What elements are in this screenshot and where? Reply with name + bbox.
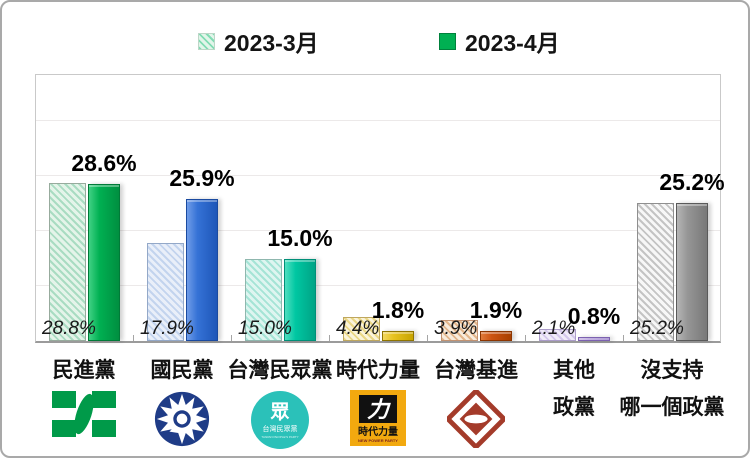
svg-text:TAIWAN PEOPLE'S PARTY: TAIWAN PEOPLE'S PARTY [261,435,298,439]
march-value-label: 15.0% [238,318,292,339]
gridline-20pct [36,230,720,231]
category-label-line: 沒支持 [640,359,704,382]
category-label-line: 民進黨 [52,359,116,382]
march-value-label: 4.4% [336,318,380,339]
march-bar [49,183,86,341]
bar-group-3: 15.0% 15.0% [232,75,333,341]
bar-group-6: 2.1% 0.8% [526,75,624,341]
category-label-line: 其他 [553,359,595,382]
x-axis-tick [329,335,330,341]
april-value-label: 28.6% [71,150,137,176]
category-label-6: 其他 政黨 [553,352,595,426]
legend-swatch-march-hatched [198,32,215,50]
legend-item-march: 2023-3月 [198,24,319,58]
bar-group-1: 28.8% 28.6% [36,75,137,341]
category-label-2: 國民黨 [151,352,214,389]
april-value-label: 1.8% [371,297,425,323]
march-bar [539,329,576,341]
april-value-label: 0.8% [567,303,621,329]
march-bar [637,203,674,341]
kmt-logo [153,390,211,448]
gridline-10pct [36,285,720,286]
march-value-label: 2.1% [532,318,576,339]
category-label-line: 哪一個政黨 [619,396,725,419]
category-label-1: 民進黨 [53,352,116,389]
bar-group-2: 17.9% 25.9% [134,75,235,341]
svg-text:台灣民眾黨: 台灣民眾黨 [263,424,298,433]
gridline-40pct [36,120,720,121]
svg-text:眾: 眾 [269,401,289,423]
category-label-line: 台灣民眾黨 [227,359,333,382]
plot-area: 28.8% 28.6% 17.9% 25.9% 15.0% 15.0% 4.4% 1.8% 3.… [35,74,725,343]
category-label-line: 政黨 [553,396,595,419]
tsp-logo [444,387,508,451]
bar-group-5: 3.9% 1.9% [428,75,526,341]
svg-text:力: 力 [367,397,391,422]
category-label-line: 台灣基進 [434,359,518,382]
dpp-logo [52,390,116,438]
x-axis-tick [427,335,428,341]
march-value-label: 17.9% [140,318,194,339]
category-label-4: 時代力量 [336,352,420,389]
april-bar [186,199,218,341]
march-bar [343,317,380,341]
march-value-label: 25.2% [630,318,684,339]
legend-item-april: 2023-4月 [439,24,560,58]
march-bar [441,320,478,341]
legend-label-march: 2023-3月 [224,30,319,56]
svg-text:時代力量: 時代力量 [358,425,398,438]
legend-label-april: 2023-4月 [465,30,560,56]
april-value-label: 15.0% [267,225,333,251]
march-bar [245,259,282,341]
april-bar [578,337,610,341]
april-value-label: 1.9% [469,297,523,323]
legend-swatch-april-solid [439,32,456,50]
april-bar [480,331,512,341]
march-bar [147,243,184,341]
category-label-line: 時代力量 [336,359,420,382]
tpp-logo: 眾 台灣民眾黨 TAIWAN PEOPLE'S PARTY [250,390,310,450]
april-bar [382,331,414,341]
april-value-label: 25.9% [169,165,235,191]
april-value-label: 25.2% [659,169,725,195]
march-value-label: 28.8% [42,318,96,339]
category-label-5: 台灣基進 [434,352,518,389]
svg-text:NEW POWER PARTY: NEW POWER PARTY [358,438,398,443]
x-axis-tick [623,335,624,341]
x-axis-tick [133,335,134,341]
category-label-7: 沒支持 哪一個政黨 [620,352,725,426]
april-bar [284,259,316,341]
x-axis-tick [231,335,232,341]
gridline-30pct [36,175,720,176]
bar-group-7: 25.2% 25.2% [624,75,725,341]
march-value-label: 3.9% [434,318,478,339]
npp-logo: 力 時代力量 NEW POWER PARTY [350,390,406,446]
april-bar [676,203,708,341]
category-label-line: 國民黨 [150,359,214,382]
april-bar [88,184,120,341]
bar-group-4: 4.4% 1.8% [330,75,428,341]
x-axis-tick [525,335,526,341]
category-label-3: 台灣民眾黨 [228,352,333,389]
